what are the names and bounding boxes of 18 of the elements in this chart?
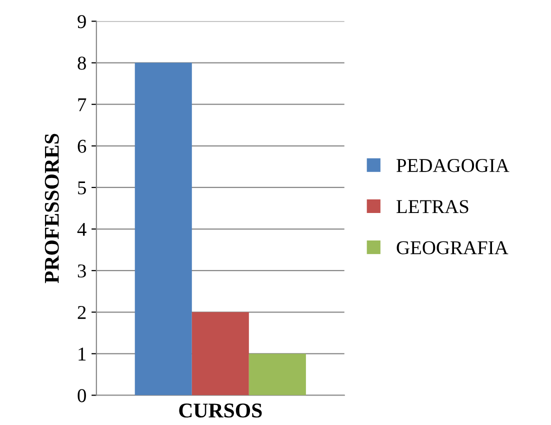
legend-label: LETRAS	[396, 200, 468, 214]
y-tick-label: 7	[78, 98, 86, 112]
bar	[134, 62, 192, 396]
y-tick-label: 5	[78, 181, 86, 194]
y-tick-label: 6	[78, 140, 86, 153]
x-axis-title: CURSOS	[179, 404, 262, 418]
y-tick-label: 8	[78, 56, 86, 70]
y-tick-label: 1	[78, 348, 86, 360]
bar	[248, 354, 306, 396]
y-axis-title: PROFESSORES	[44, 134, 59, 284]
y-tick-label: 3	[78, 264, 86, 278]
legend-label: PEDAGOGIA	[396, 159, 510, 172]
y-tick-label: 0	[78, 389, 86, 402]
legend-label: GEOGRAFIA	[396, 241, 508, 254]
y-tick-label: 2	[78, 306, 86, 319]
bar	[192, 312, 249, 396]
y-tick-label: 9	[78, 15, 86, 28]
y-tick-label: 4	[77, 222, 86, 236]
